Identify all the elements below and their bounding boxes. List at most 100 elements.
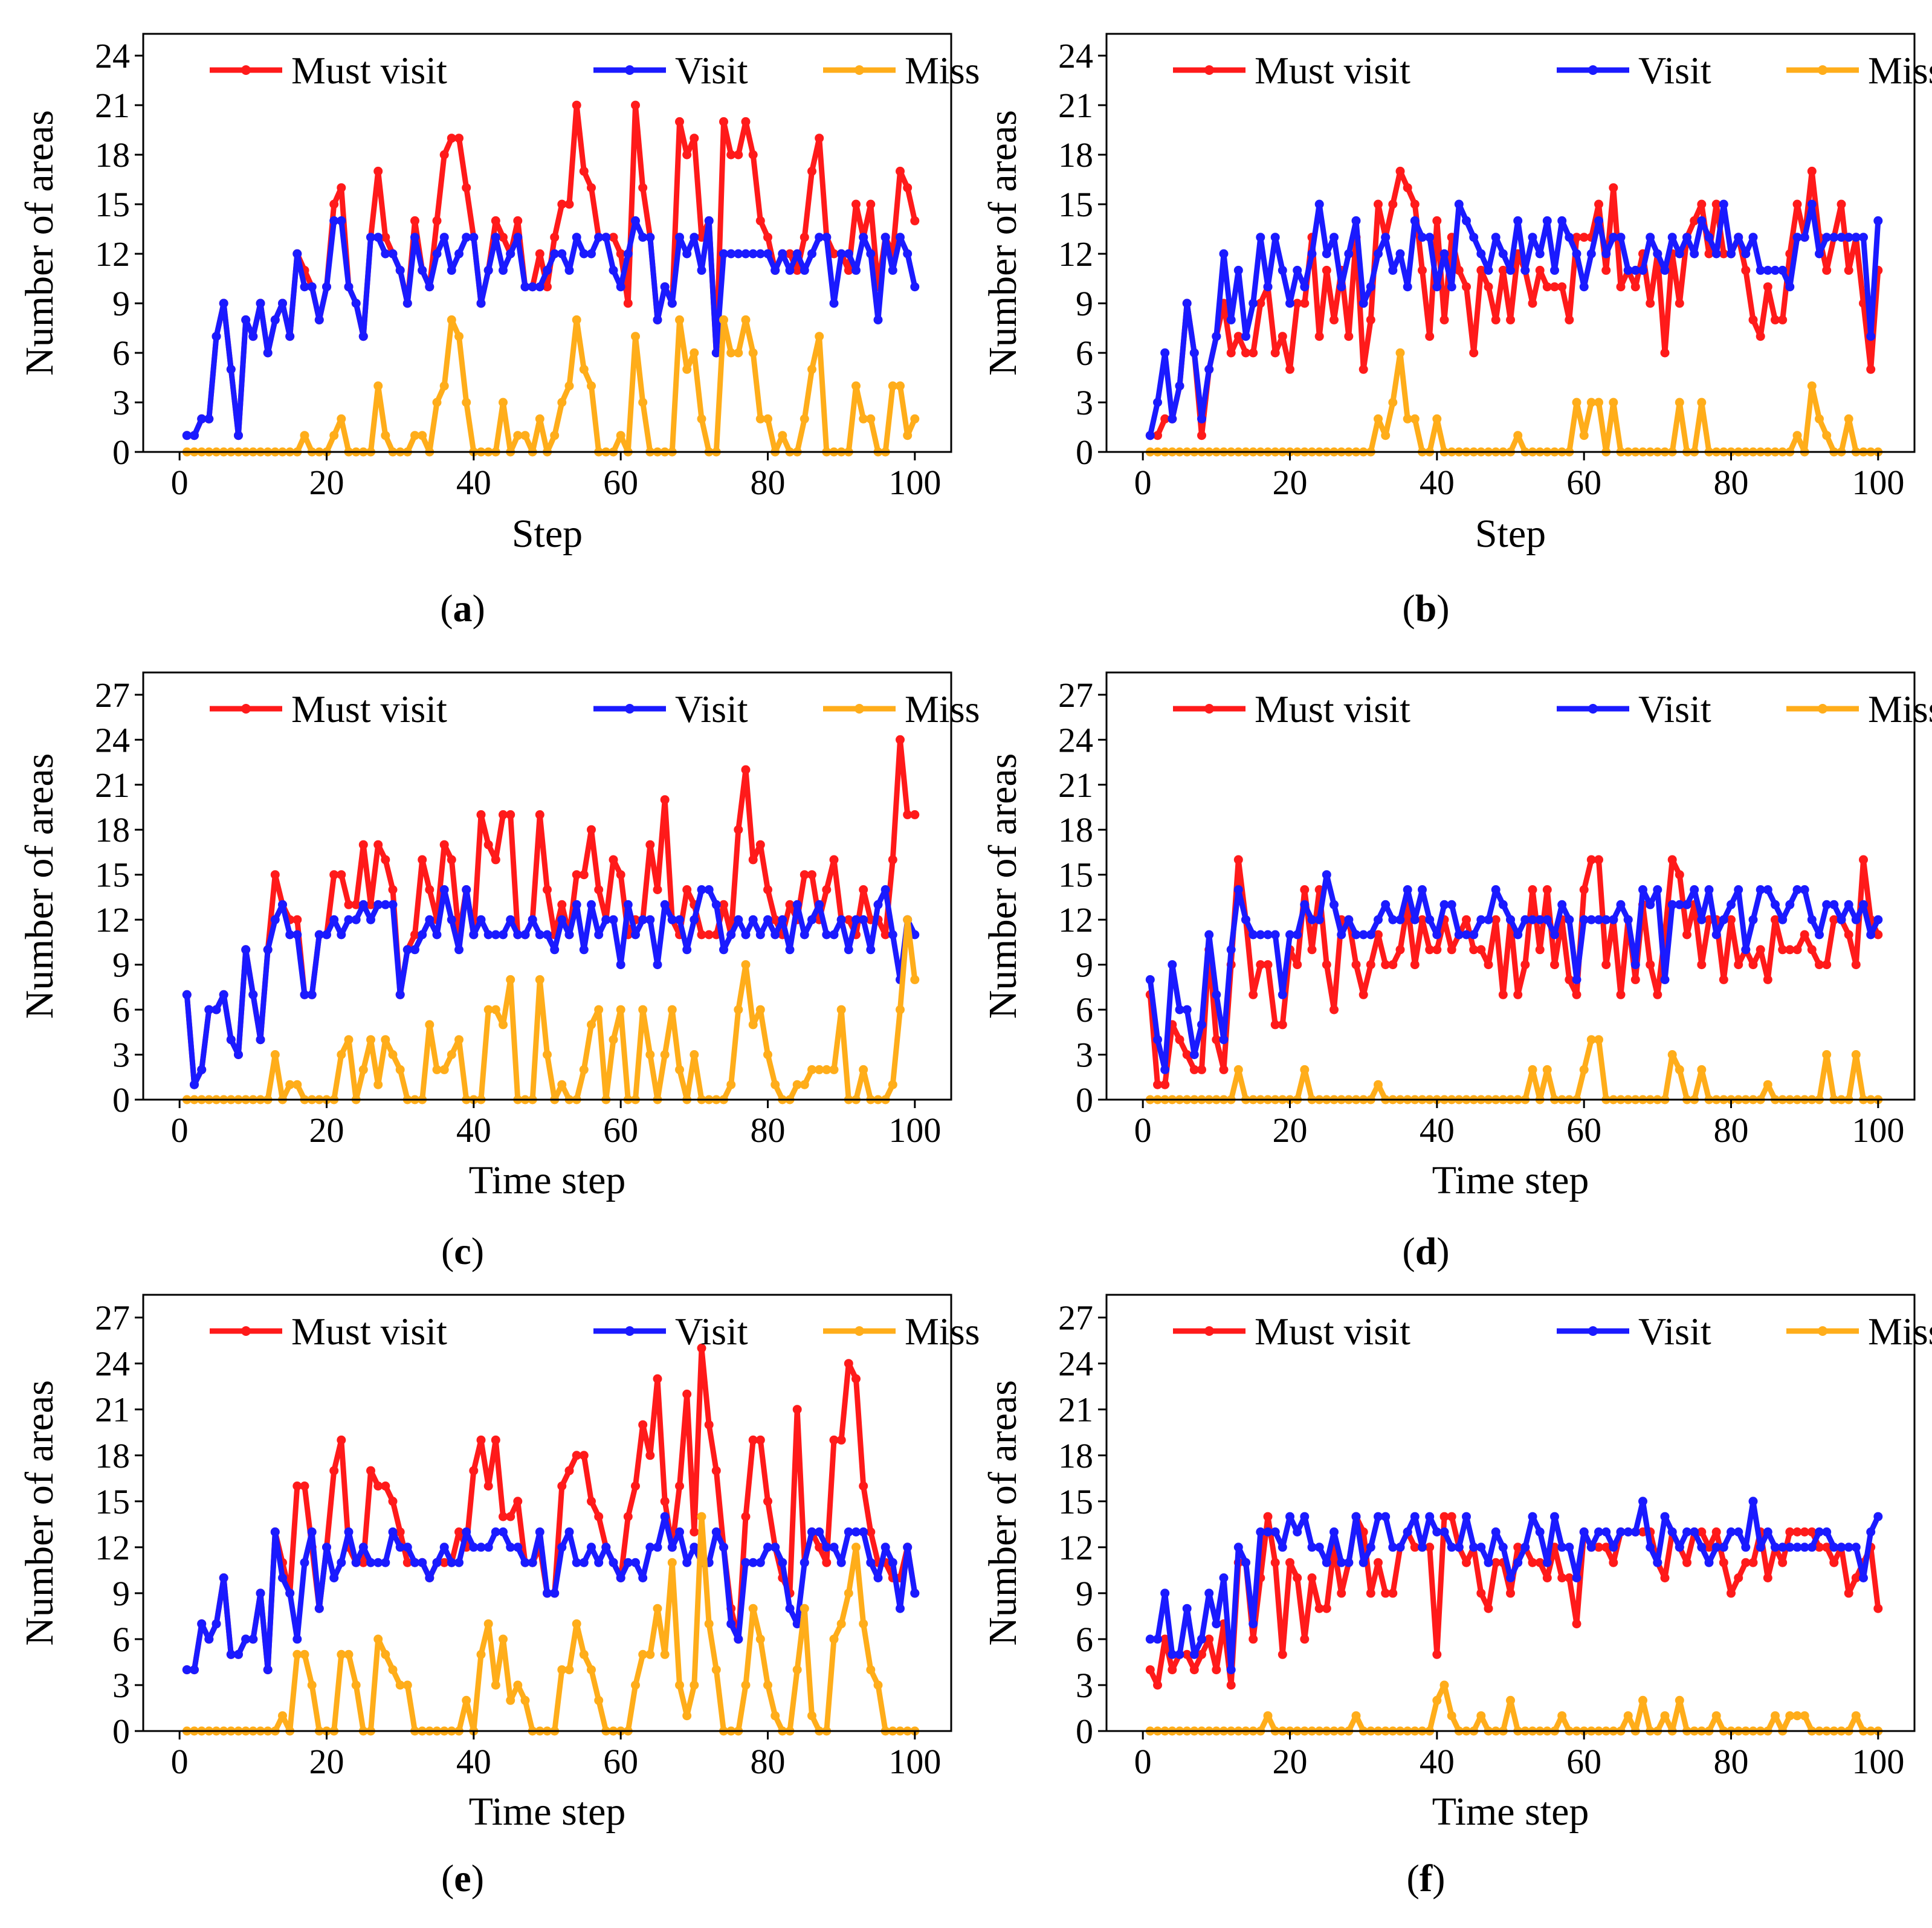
- data-point: [1175, 1649, 1184, 1659]
- y-tick-label: 18: [1058, 1436, 1093, 1475]
- data-point: [616, 960, 625, 970]
- y-tick-label: 12: [95, 900, 130, 940]
- data-point: [550, 233, 560, 242]
- data-point: [476, 1435, 486, 1445]
- data-point: [491, 233, 500, 242]
- data-point: [653, 960, 662, 970]
- data-point: [439, 233, 449, 242]
- data-point: [1873, 1604, 1883, 1613]
- x-tick-label: 60: [603, 1742, 638, 1781]
- data-point: [1609, 233, 1618, 242]
- data-point: [1498, 265, 1508, 275]
- data-point: [1182, 1604, 1192, 1613]
- x-tick-label: 20: [1272, 1111, 1307, 1150]
- data-point: [432, 1065, 442, 1074]
- axes-frame: [1105, 671, 1916, 1101]
- data-point: [638, 233, 648, 242]
- data-point: [373, 1558, 383, 1567]
- data-point: [800, 870, 809, 880]
- data-point: [1682, 233, 1691, 242]
- data-point: [1594, 1543, 1603, 1552]
- x-tick-label: 100: [1852, 1111, 1904, 1150]
- data-point: [836, 1558, 846, 1567]
- series-line: [1150, 168, 1881, 439]
- data-point: [667, 915, 677, 924]
- data-point: [660, 1649, 670, 1659]
- data-point: [499, 810, 508, 819]
- data-point: [1168, 1649, 1177, 1659]
- data-point: [300, 990, 309, 999]
- data-point: [358, 840, 368, 850]
- data-point: [1520, 915, 1530, 924]
- data-point: [763, 1497, 772, 1506]
- data-point: [1565, 1573, 1574, 1582]
- data-point: [1565, 233, 1574, 242]
- series-visit: [182, 216, 920, 440]
- data-point: [1381, 960, 1391, 970]
- legend-label: Must visit: [1255, 1310, 1410, 1353]
- data-point: [594, 233, 604, 242]
- data-point: [690, 348, 699, 358]
- data-point: [1550, 960, 1559, 970]
- data-point: [1748, 233, 1758, 242]
- data-point: [697, 414, 706, 424]
- data-point: [219, 1573, 228, 1582]
- series-line: [187, 317, 917, 455]
- data-point: [748, 1604, 758, 1613]
- data-point: [638, 398, 648, 407]
- data-point: [1432, 945, 1442, 955]
- data-point: [314, 930, 324, 940]
- data-point: [1374, 199, 1383, 209]
- data-point: [564, 1665, 574, 1675]
- data-point: [1601, 1543, 1611, 1552]
- data-point: [755, 1558, 765, 1567]
- data-point: [381, 1481, 390, 1491]
- data-point: [800, 265, 809, 275]
- data-point: [1873, 1512, 1883, 1521]
- data-point: [880, 1543, 890, 1552]
- data-point: [425, 282, 435, 292]
- legend-entry: Miss: [1786, 1310, 1932, 1353]
- data-point: [1249, 1619, 1258, 1629]
- data-point: [1697, 1543, 1707, 1552]
- data-point: [1425, 915, 1435, 924]
- data-point: [1410, 1543, 1420, 1552]
- axes-frame: [1105, 33, 1916, 453]
- data-point: [499, 1020, 508, 1030]
- data-point: [763, 233, 772, 242]
- data-point: [1293, 960, 1302, 970]
- data-point: [1469, 348, 1479, 358]
- data-point: [785, 945, 795, 955]
- caption-paren: ): [1436, 587, 1449, 630]
- data-point: [292, 1481, 302, 1491]
- data-point: [748, 855, 758, 865]
- data-point: [1175, 1035, 1184, 1045]
- data-point: [256, 298, 265, 308]
- y-tick-label: 6: [112, 1620, 130, 1659]
- data-point: [543, 265, 552, 275]
- y-tick-label: 6: [1076, 990, 1093, 1030]
- data-point: [432, 398, 442, 407]
- data-point: [1344, 332, 1354, 341]
- data-point: [499, 1512, 508, 1521]
- data-point: [557, 915, 567, 924]
- legend: Must visit Visit Miss: [210, 49, 980, 92]
- data-point: [190, 431, 199, 440]
- data-point: [844, 1527, 853, 1536]
- data-point: [1800, 1543, 1809, 1552]
- data-point: [454, 249, 464, 259]
- legend-entry: Visit: [1557, 49, 1711, 92]
- data-point: [1403, 1527, 1412, 1536]
- data-point: [1145, 1665, 1155, 1675]
- data-point: [1462, 930, 1471, 940]
- data-point: [410, 216, 419, 225]
- data-point: [1778, 1543, 1788, 1552]
- data-point: [1837, 1543, 1846, 1552]
- data-point: [535, 975, 544, 984]
- data-point: [690, 1680, 699, 1690]
- data-point: [344, 900, 354, 909]
- data-point: [800, 1080, 809, 1089]
- data-point: [903, 810, 913, 819]
- data-point: [366, 1558, 375, 1567]
- data-point: [1690, 216, 1699, 225]
